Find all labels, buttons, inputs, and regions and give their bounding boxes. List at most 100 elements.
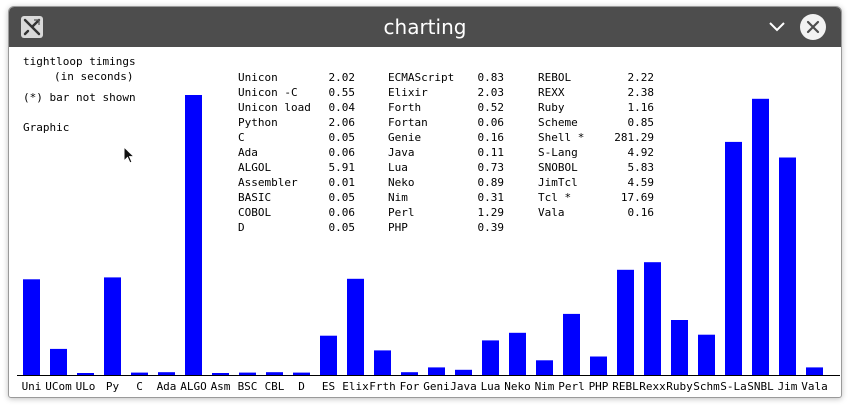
timing-value: 0.06: [328, 146, 356, 159]
bar-rexx: [644, 262, 661, 375]
x-tick-label: Elix: [342, 380, 369, 393]
bar-py: [104, 277, 121, 375]
chart-canvas: tightloop timings (in seconds) (*) bar n…: [17, 49, 840, 396]
bar-bsc: [239, 372, 256, 375]
timing-name: Fortan: [388, 116, 428, 129]
x-tick-label: C: [136, 380, 143, 393]
x-tick-label: Frth: [369, 380, 396, 393]
timing-value: 0.16: [477, 131, 505, 144]
timing-value: 2.03: [477, 86, 505, 99]
bar-ruby: [671, 320, 688, 375]
bar-php: [590, 356, 607, 375]
chevron-down-icon[interactable]: [767, 19, 787, 35]
x-tick-label: Uni: [22, 380, 42, 393]
bar-snbl: [752, 98, 769, 376]
timing-name: Python: [238, 116, 278, 129]
x-tick-label: Vala: [801, 380, 828, 393]
bar-for: [401, 372, 418, 375]
timing-name: JimTcl: [538, 176, 578, 189]
bar-chart: Uni UCom ULo Py C Ada ALGO Asm BSC CBL D ES Elix Frth…: [17, 95, 840, 393]
title-bar[interactable]: charting: [9, 7, 841, 47]
bar-ulo: [77, 373, 94, 375]
x-tick-label: Java: [450, 380, 477, 393]
timing-value: 0.52: [477, 101, 505, 114]
timing-value: 1.29: [477, 206, 505, 219]
timing-value: 0.05: [328, 221, 356, 234]
timing-value: 0.05: [328, 191, 356, 204]
timing-value: 0.06: [328, 206, 356, 219]
timing-name: Nim: [388, 191, 408, 204]
footnote: (*) bar not shown: [23, 91, 136, 104]
timing-value: 281.29: [614, 131, 654, 144]
timing-value: 2.38: [627, 86, 655, 99]
timing-value: 0.73: [477, 161, 505, 174]
bar-frth: [374, 350, 391, 375]
bar-ada: [158, 372, 175, 375]
timing-name: Java: [388, 146, 415, 159]
bar-java: [455, 369, 472, 375]
x-tick-label: ALGO: [180, 380, 207, 393]
x-tick-label: UCom: [45, 380, 72, 393]
bar-nim: [536, 360, 553, 375]
graphic-label: Graphic: [23, 121, 70, 134]
x-tick-label: REBL: [612, 380, 639, 393]
timing-name: Neko: [388, 176, 415, 189]
timing-value: 5.83: [627, 161, 655, 174]
timing-name: S-Lang: [538, 146, 578, 159]
timing-name: D: [238, 221, 245, 234]
timing-value: 0.05: [328, 131, 356, 144]
x-tick-label: Ada: [157, 380, 177, 393]
bar-ucom: [50, 348, 67, 375]
timing-value: 2.22: [627, 71, 655, 84]
timing-name: Elixir: [388, 86, 428, 99]
timing-name: Assembler: [238, 176, 298, 189]
bar-es: [320, 335, 337, 375]
bar-c: [131, 372, 148, 375]
bar-lua: [482, 340, 499, 375]
x-tick-label: Geni: [423, 380, 450, 393]
timing-name: Unicon: [238, 71, 278, 84]
timing-value: 17.69: [620, 191, 654, 204]
bar-s-la: [725, 141, 742, 375]
timing-value: 0.85: [627, 116, 655, 129]
x-tick-label: CBL: [265, 380, 285, 393]
x-tick-label: Py: [106, 380, 120, 393]
timing-name: Forth: [388, 101, 422, 114]
timing-value: 1.16: [627, 101, 655, 114]
close-icon[interactable]: [800, 14, 826, 40]
timing-value: 0.04: [328, 101, 356, 114]
timing-name: ALGOL: [238, 161, 272, 174]
timing-name: REBOL: [538, 71, 572, 84]
bar-uni: [23, 279, 40, 375]
timing-value: 4.59: [627, 176, 655, 189]
timing-name: ECMAScript: [388, 71, 455, 84]
x-tick-label: BSC: [238, 380, 258, 393]
timing-value: 0.16: [627, 206, 655, 219]
timing-name: REXX: [538, 86, 565, 99]
timing-value: 2.06: [328, 116, 356, 129]
x-tick-label: Rexx: [639, 380, 666, 393]
mouse-pointer-icon: [123, 145, 137, 166]
timing-name: BASIC: [238, 191, 272, 204]
x-tick-label: Perl: [558, 380, 585, 393]
timing-name: Vala: [538, 206, 565, 219]
x-logo-icon: [21, 16, 43, 38]
x-tick-label: Nim: [535, 380, 555, 393]
timing-name: Tcl *: [538, 191, 572, 204]
timing-name: Unicon -C: [238, 86, 298, 99]
timing-value: 0.83: [477, 71, 505, 84]
timing-value: 4.92: [627, 146, 655, 159]
app-window: charting tightloop timings (in seconds) …: [8, 6, 842, 398]
timing-name: SNOBOL: [538, 161, 578, 174]
timing-value: 5.91: [328, 161, 356, 174]
timing-value: 0.01: [328, 176, 356, 189]
x-tick-label: ES: [322, 380, 335, 393]
timing-name: Shell *: [538, 131, 585, 144]
bar-neko: [509, 332, 526, 375]
timing-name: Perl: [388, 206, 415, 219]
timing-name: Ruby: [538, 101, 565, 114]
timing-value: 0.89: [477, 176, 505, 189]
x-tick-label: S-La: [720, 380, 747, 393]
x-tick-label: For: [400, 380, 420, 393]
timing-name: Ada: [238, 146, 258, 159]
